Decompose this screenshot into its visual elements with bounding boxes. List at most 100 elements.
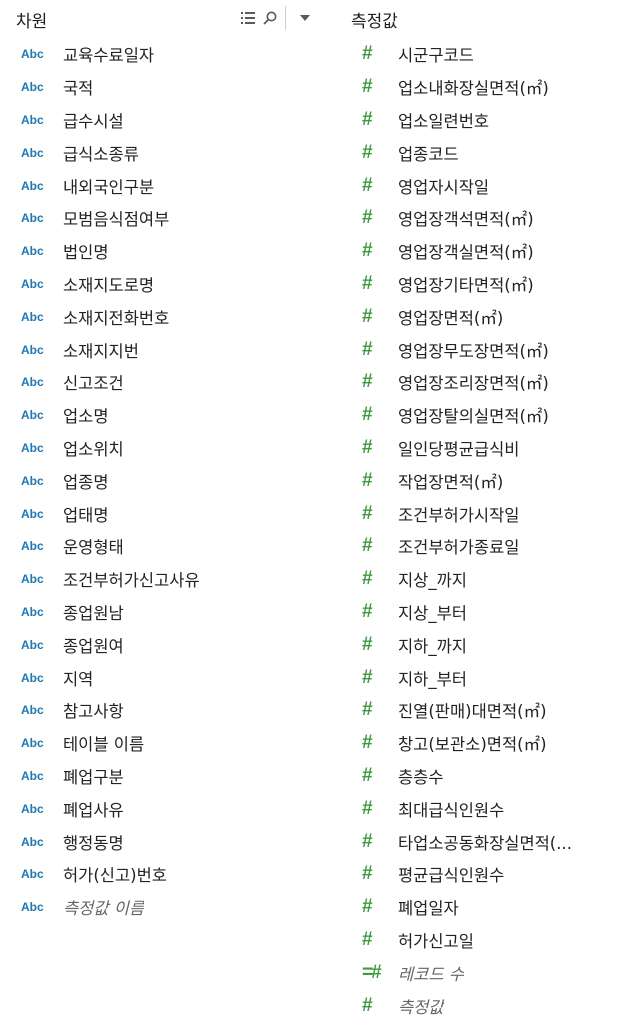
string-type-icon: Abc [21,145,44,160]
measure-field-row[interactable]: # 지하_부터 [340,661,618,694]
measure-field-label: 업소내화장실면적(㎡) [398,79,549,99]
string-type-icon: Abc [21,47,44,62]
measure-field-row[interactable]: # 평균급식인원수 [340,858,618,891]
measure-field-row[interactable]: # 측정값 [340,989,618,1022]
measure-field-row[interactable]: # 영업장객실면적(㎡) [340,235,618,268]
measure-field-row[interactable]: # 영업장탈의실면적(㎡) [340,399,618,432]
dimension-field-row[interactable]: Abc 급식소종류 [0,136,316,169]
measure-field-label: 업종코드 [398,144,459,164]
dimension-field-row[interactable]: Abc 급수시설 [0,104,316,137]
dimension-field-label: 국적 [63,79,94,99]
dimension-field-row[interactable]: Abc 허가(신고)번호 [0,858,316,891]
measure-field-row[interactable]: # 조건부허가시작일 [340,497,618,530]
dimension-field-row[interactable]: Abc 국적 [0,71,316,104]
number-type-icon: # [362,371,373,393]
measure-field-row[interactable]: # 영업장무도장면적(㎡) [340,333,618,366]
measure-field-row[interactable]: # 영업장조리장면적(㎡) [340,366,618,399]
number-type-icon: # [362,141,373,163]
measure-field-row[interactable]: # 지상_까지 [340,563,618,596]
number-type-icon: # [362,174,373,196]
string-type-icon: Abc [21,309,44,324]
dimension-field-row[interactable]: Abc 폐업구분 [0,760,316,793]
measure-field-row[interactable]: # 업소내화장실면적(㎡) [340,71,618,104]
measure-field-row[interactable]: # 지하_까지 [340,628,618,661]
dimension-field-row[interactable]: Abc 행정동명 [0,825,316,858]
measure-field-row[interactable]: # 진열(판매)대면적(㎡) [340,694,618,727]
number-type-icon: # [362,830,373,852]
string-type-icon: Abc [21,375,44,390]
measure-field-row[interactable]: # 시군구코드 [340,38,618,71]
dimension-field-row[interactable]: Abc 업소위치 [0,432,316,465]
measure-field-row[interactable]: # 층층수 [340,760,618,793]
dimension-field-label: 참고사항 [63,702,124,722]
dimension-field-label: 소재지전화번호 [63,308,170,328]
dimension-field-row[interactable]: Abc 종업원남 [0,596,316,629]
chevron-down-icon[interactable] [294,7,316,29]
measure-field-row[interactable]: # 지상_부터 [340,596,618,629]
dimension-field-row[interactable]: Abc 업소명 [0,399,316,432]
measure-field-row[interactable]: # 작업장면적(㎡) [340,464,618,497]
grid-view-icon[interactable] [237,7,259,29]
dimension-field-row[interactable]: Abc 측정값 이름 [0,891,316,924]
number-type-icon: # [362,76,373,98]
dimension-field-row[interactable]: Abc 신고조건 [0,366,316,399]
dimension-field-row[interactable]: Abc 소재지도로명 [0,268,316,301]
measure-field-row[interactable]: # 영업자시작일 [340,169,618,202]
dimension-field-row[interactable]: Abc 업종명 [0,464,316,497]
dimension-field-row[interactable]: Abc 소재지전화번호 [0,300,316,333]
measure-field-row[interactable]: # 영업장객석면적(㎡) [340,202,618,235]
dimension-field-row[interactable]: Abc 소재지지번 [0,333,316,366]
measure-field-row[interactable]: # 영업장기타면적(㎡) [340,268,618,301]
dimension-field-row[interactable]: Abc 내외국인구분 [0,169,316,202]
dimension-field-label: 법인명 [63,243,109,263]
dimension-field-label: 측정값 이름 [63,899,145,919]
measure-field-label: 허가신고일 [398,931,474,951]
measure-field-label: 진열(판매)대면적(㎡) [398,702,547,722]
measure-field-label: 지하_부터 [398,669,467,689]
measures-list: # 시군구코드 # 업소내화장실면적(㎡) # 업소일련번호 # 업종코드 # 영업자시작일 # 영업… [340,38,618,1022]
measure-field-row[interactable]: =# 레코드 수 [340,956,618,989]
measure-field-row[interactable]: # 창고(보관소)면적(㎡) [340,727,618,760]
measure-field-row[interactable]: # 최대급식인원수 [340,792,618,825]
dimension-field-row[interactable]: Abc 테이블 이름 [0,727,316,760]
dimension-field-row[interactable]: Abc 지역 [0,661,316,694]
dimension-field-label: 운영형태 [63,538,124,558]
measure-field-row[interactable]: # 일인당평균급식비 [340,432,618,465]
dimension-field-row[interactable]: Abc 종업원여 [0,628,316,661]
measure-field-row[interactable]: # 조건부허가종료일 [340,530,618,563]
number-type-icon: # [362,863,373,885]
measure-field-label: 작업장면적(㎡) [398,472,504,492]
dimension-field-label: 신고조건 [63,374,124,394]
string-type-icon: Abc [21,670,44,685]
number-type-icon: # [362,666,373,688]
measure-field-row[interactable]: # 영업장면적(㎡) [340,300,618,333]
dimension-field-row[interactable]: Abc 조건부허가신고사유 [0,563,316,596]
measure-field-label: 평균급식인원수 [398,866,505,886]
dimension-field-row[interactable]: Abc 모범음식점여부 [0,202,316,235]
measure-field-label: 조건부허가시작일 [398,505,520,525]
number-type-icon: # [362,502,373,524]
dimension-field-row[interactable]: Abc 폐업사유 [0,792,316,825]
number-type-icon: # [362,404,373,426]
measure-field-row[interactable]: # 타업소공동화장실면적(... [340,825,618,858]
measure-field-row[interactable]: # 폐업일자 [340,891,618,924]
measure-field-label: 영업자시작일 [398,177,490,197]
dimension-field-row[interactable]: Abc 업태명 [0,497,316,530]
string-type-icon: Abc [21,867,44,882]
measure-field-label: 영업장객실면적(㎡) [398,243,534,263]
measure-field-row[interactable]: # 업종코드 [340,136,618,169]
dimension-field-row[interactable]: Abc 참고사항 [0,694,316,727]
measures-pane: 측정값 # 시군구코드 # 업소내화장실면적(㎡) # 업소일련번호 # 업종코드 # 영업자시작… [340,0,618,1017]
measure-field-label: 지하_까지 [398,636,467,656]
measure-field-label: 지상_부터 [398,603,467,623]
string-type-icon: Abc [21,539,44,554]
string-type-icon: Abc [21,900,44,915]
dimension-field-row[interactable]: Abc 법인명 [0,235,316,268]
dimension-field-row[interactable]: Abc 교육수료일자 [0,38,316,71]
number-type-icon: # [362,272,373,294]
search-icon[interactable] [259,7,281,29]
measure-field-row[interactable]: # 허가신고일 [340,924,618,957]
measure-field-row[interactable]: # 업소일련번호 [340,104,618,137]
string-type-icon: Abc [21,342,44,357]
dimension-field-row[interactable]: Abc 운영형태 [0,530,316,563]
